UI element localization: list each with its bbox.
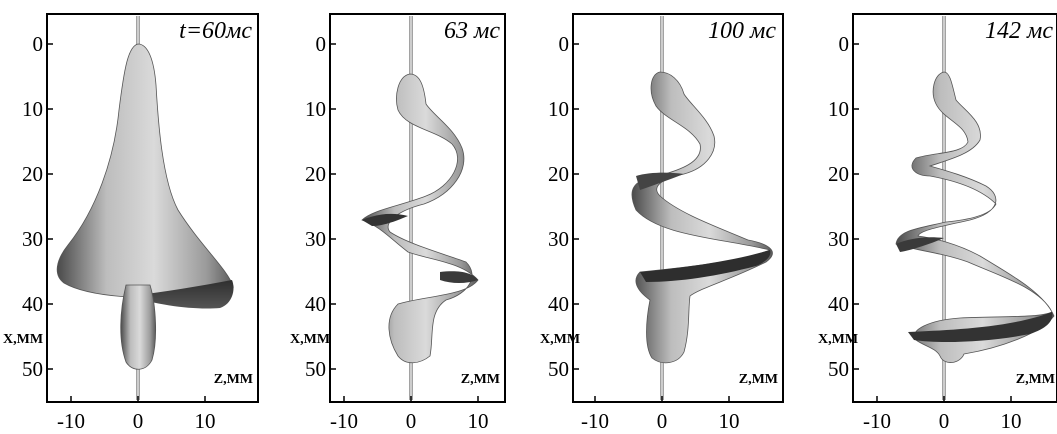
panel-4-y-tick-label-50: 50: [828, 357, 849, 381]
panel-2-y-tick-label-40: 40: [305, 292, 326, 316]
panel-1-x-unit-label: X,MM: [3, 332, 43, 347]
panel-4-rod: [942, 16, 946, 400]
panel-3-y-tick-label-0: 0: [559, 32, 570, 56]
panel-1-y-tick-label-20: 20: [22, 162, 43, 186]
panel-2: 63 мс X,MM Z,MM: [290, 13, 506, 403]
panel-1-y-tick-label-50: 50: [22, 357, 43, 381]
panel-2-x-unit-label: X,MM: [290, 332, 330, 347]
panel-4-y-tick-label-10: 10: [828, 97, 849, 121]
panel-2-y-tick-label-10: 10: [305, 97, 326, 121]
panel-3-y-tick-label-10: 10: [548, 97, 569, 121]
panel-2-time-label: 63 мс: [444, 18, 500, 44]
panel-3: 100 мс X,MM Z,MM: [540, 13, 784, 403]
panel-4-x-tick-label--10: -10: [863, 409, 891, 433]
axis-ticks: 0 10 20 30 40 50 -10 0 10 0 10 20 30 40 50 -10 0 10 0 10 20 3…: [22, 32, 1022, 433]
panel-1-y-tick-label-10: 10: [22, 97, 43, 121]
panel-1-lower-lobe: [120, 284, 157, 370]
panel-4-time-label: 142 мс: [985, 18, 1053, 44]
panel-4-x-tick-label-0: 0: [939, 409, 950, 433]
panel-2-z-unit-label: Z,MM: [461, 372, 500, 387]
panel-3-shadow-band-upper: [636, 172, 684, 190]
panel-1-x-tick-label--10: -10: [57, 409, 85, 433]
panel-4-y-tick-label-0: 0: [839, 32, 850, 56]
panel-3-x-tick-label-0: 0: [657, 409, 668, 433]
panel-2-x-tick-label--10: -10: [330, 409, 358, 433]
panel-2-y-tick-label-20: 20: [305, 162, 326, 186]
panel-3-y-tick-label-50: 50: [548, 357, 569, 381]
panel-2-frame: [329, 13, 506, 403]
panel-3-shadow-band: [640, 250, 771, 282]
panel-2-y-tick-label-0: 0: [316, 32, 327, 56]
panel-4-x-unit-label: X,MM: [818, 332, 858, 347]
panel-3-y-tick-label-30: 30: [548, 227, 569, 251]
panel-3-x-unit-label: X,MM: [540, 332, 580, 347]
panel-1-time-label: t=60мс: [179, 18, 252, 44]
panel-2-x-tick-label-10: 10: [468, 409, 489, 433]
panel-3-time-label: 100 мс: [708, 18, 776, 44]
panel-1-z-unit-label: Z,MM: [214, 372, 253, 387]
panel-1-x-tick-label-0: 0: [133, 409, 144, 433]
panel-3-z-unit-label: Z,MM: [739, 372, 778, 387]
panel-3-y-tick-label-20: 20: [548, 162, 569, 186]
panel-4: 142 мс X,MM Z,MM: [818, 13, 1057, 403]
panel-4-x-tick-label-10: 10: [1001, 409, 1022, 433]
panel-1: t=60мс X,MM Z,MM: [3, 13, 259, 403]
panel-4-y-tick-label-20: 20: [828, 162, 849, 186]
panel-2-x-tick-label-0: 0: [406, 409, 417, 433]
panel-3-x-tick-label--10: -10: [581, 409, 609, 433]
panel-4-z-unit-label: Z,MM: [1016, 372, 1055, 387]
panel-1-y-tick-label-0: 0: [33, 32, 44, 56]
panel-2-y-tick-label-30: 30: [305, 227, 326, 251]
panel-3-y-tick-label-40: 40: [548, 292, 569, 316]
panel-1-y-tick-label-40: 40: [22, 292, 43, 316]
panel-1-frame: [46, 13, 259, 403]
panel-4-shadow-band: [908, 312, 1053, 342]
panel-2-shadow-band-lower: [440, 271, 478, 283]
panel-2-shadow-band: [362, 213, 408, 226]
panel-3-helix-surface: [631, 71, 773, 364]
panel-4-y-tick-label-40: 40: [828, 292, 849, 316]
panel-3-frame: [572, 13, 784, 403]
panel-4-y-tick-label-30: 30: [828, 227, 849, 251]
panel-4-shadow-band-upper: [896, 237, 944, 252]
panel-1-x-tick-label-10: 10: [195, 409, 216, 433]
panel-4-frame: [852, 13, 1057, 403]
panel-1-y-tick-label-30: 30: [22, 227, 43, 251]
panel-3-x-tick-label-10: 10: [719, 409, 740, 433]
panel-1-bell-rim: [130, 280, 234, 309]
panel-1-bell-surface: [56, 43, 234, 299]
panel-2-y-tick-label-50: 50: [305, 357, 326, 381]
